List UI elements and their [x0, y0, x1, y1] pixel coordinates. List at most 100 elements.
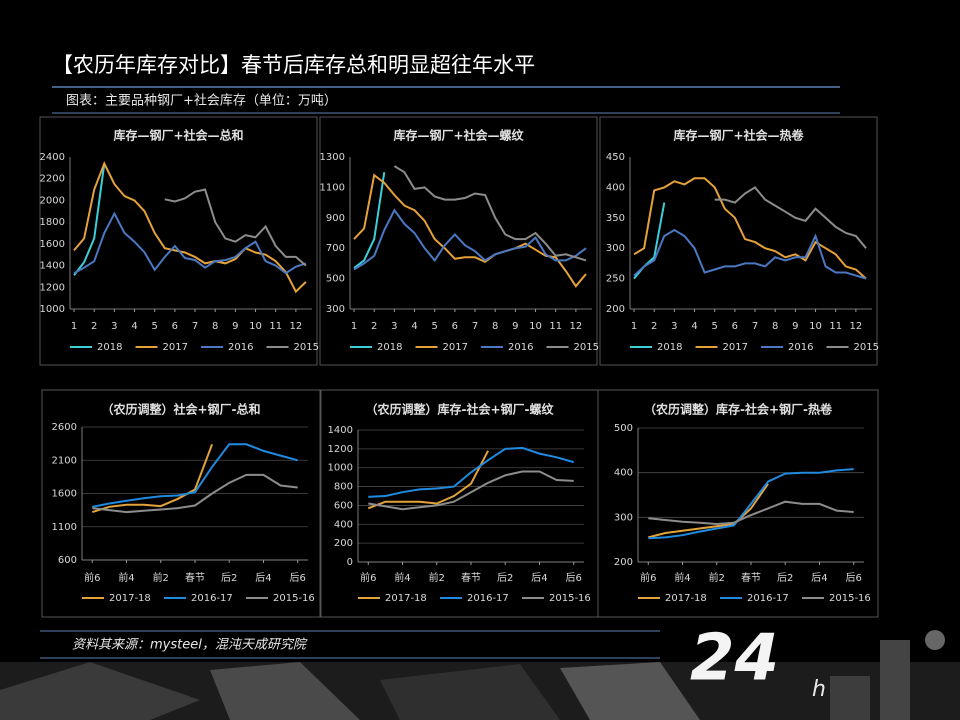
series-line — [633, 202, 666, 280]
series-line — [393, 165, 587, 262]
chart-title: 库存—钢厂+社会—螺纹 — [393, 128, 524, 143]
y-tick-label: 600 — [334, 500, 353, 511]
y-tick-label: 400 — [334, 519, 353, 530]
x-tick-label: 4 — [131, 321, 137, 332]
x-tick-label: 前4 — [394, 571, 410, 584]
legend-label: 2015 — [574, 342, 599, 353]
series-line — [648, 483, 769, 539]
x-tick-label: 11 — [549, 321, 562, 332]
y-tick-label: 250 — [606, 274, 625, 285]
legend-label: 2017-18 — [665, 593, 707, 604]
chart-panel: （农历调整）社会+钢厂-总和 600 1100 1600 2100 2600 前6 前4 前2 春… — [41, 389, 321, 618]
x-tick-label: 后4 — [531, 572, 547, 584]
y-tick-label: 450 — [606, 152, 625, 163]
x-tick-label: 后4 — [255, 572, 271, 584]
y-tick-label: 800 — [334, 482, 353, 493]
y-tick-label: 2000 — [40, 195, 65, 206]
y-tick-label: 200 — [606, 304, 625, 315]
y-tick-label: 1400 — [328, 425, 353, 436]
y-tick-label: 200 — [614, 557, 633, 568]
y-tick-label: 2600 — [52, 422, 77, 433]
chart-panel: 库存—钢厂+社会—总和 1000 1200 1400 1600 1800 2000 2200 2… — [39, 116, 319, 366]
legend-label: 2018 — [657, 342, 682, 353]
legend-label: 2015-16 — [273, 593, 315, 604]
y-tick-label: 900 — [326, 213, 345, 224]
chart-panel: （农历调整）库存-社会+钢厂-螺纹 0 200 400 600 800 1000 1200 14… — [320, 389, 599, 618]
x-tick-label: 3 — [671, 321, 677, 332]
x-tick-label: 4 — [691, 321, 697, 332]
x-tick-label: 8 — [492, 321, 498, 332]
x-tick-label: 春节 — [461, 572, 481, 584]
legend-label: 2018 — [97, 342, 122, 353]
series-line — [164, 188, 307, 267]
x-tick-label: 10 — [249, 321, 262, 332]
chart-panel: （农历调整）库存-社会+钢厂-热卷 200 300 400 500 前6 前4 前2 春节 后2 后… — [597, 389, 879, 618]
x-tick-label: 后6 — [566, 572, 582, 584]
y-tick-label: 1300 — [320, 152, 345, 163]
panel-frame — [319, 116, 598, 366]
chart-title: （农历调整）社会+钢厂-总和 — [101, 402, 260, 417]
y-tick-label: 1800 — [40, 217, 65, 228]
x-tick-label: 8 — [772, 321, 778, 332]
legend-label: 2015 — [294, 342, 319, 353]
x-tick-label: 4 — [411, 321, 417, 332]
x-tick-label: 前2 — [153, 571, 169, 584]
x-tick-label: 9 — [512, 321, 518, 332]
y-tick-label: 500 — [614, 423, 633, 434]
decoration — [0, 630, 960, 720]
y-tick-label: 300 — [606, 243, 625, 254]
series-line — [92, 443, 298, 508]
y-tick-label: 0 — [347, 557, 353, 568]
y-tick-label: 350 — [606, 213, 625, 224]
y-tick-label: 2200 — [40, 174, 65, 185]
legend-label: 2016-17 — [467, 593, 509, 604]
x-tick-label: 前4 — [118, 571, 134, 584]
subtitle: 图表：主要品种钢厂+社会库存（单位：万吨） — [66, 93, 337, 109]
series-line — [368, 470, 574, 511]
y-tick-label: 1200 — [328, 444, 353, 455]
series-line — [714, 186, 867, 249]
x-tick-label: 5 — [152, 321, 158, 332]
x-tick-label: 10 — [529, 321, 542, 332]
series-line — [353, 208, 587, 271]
page-title: 【农历年库存对比】春节后库存总和明显超往年水平 — [52, 53, 535, 77]
legend-label: 2017-18 — [109, 593, 151, 604]
y-tick-label: 200 — [334, 538, 353, 549]
legend-label: 2015-16 — [549, 593, 591, 604]
logo-suffix: h — [812, 677, 826, 702]
panel-frame — [599, 116, 878, 366]
x-tick-label: 9 — [232, 321, 238, 332]
legend-label: 2016 — [508, 342, 533, 353]
y-tick-label: 1400 — [40, 261, 65, 272]
x-tick-label: 前2 — [709, 571, 725, 584]
series-line — [353, 172, 386, 269]
x-tick-label: 3 — [111, 321, 117, 332]
series-line — [73, 211, 307, 275]
series-line — [92, 473, 298, 514]
y-tick-label: 1000 — [40, 304, 65, 315]
x-tick-label: 2 — [651, 321, 657, 332]
y-tick-label: 2400 — [40, 152, 65, 163]
y-tick-label: 1600 — [40, 239, 65, 250]
panel-frame — [41, 389, 321, 618]
chart-title: 库存—钢厂+社会—总和 — [113, 128, 243, 143]
y-tick-label: 300 — [614, 512, 633, 523]
x-tick-label: 11 — [829, 321, 842, 332]
series-line — [648, 500, 854, 526]
y-tick-label: 400 — [614, 468, 633, 479]
y-tick-label: 1000 — [328, 463, 353, 474]
legend-label: 2017 — [443, 342, 468, 353]
x-tick-label: 1 — [631, 321, 637, 332]
x-tick-label: 后4 — [811, 572, 827, 584]
x-tick-label: 后2 — [777, 572, 793, 584]
x-tick-label: 前4 — [674, 571, 690, 584]
source: 资料其来源：mysteel，混沌天成研究院 — [72, 637, 308, 653]
y-tick-label: 400 — [606, 182, 625, 193]
legend-label: 2016-17 — [191, 593, 233, 604]
x-tick-label: 6 — [172, 321, 178, 332]
series-line — [633, 228, 867, 280]
x-tick-label: 12 — [289, 321, 302, 332]
